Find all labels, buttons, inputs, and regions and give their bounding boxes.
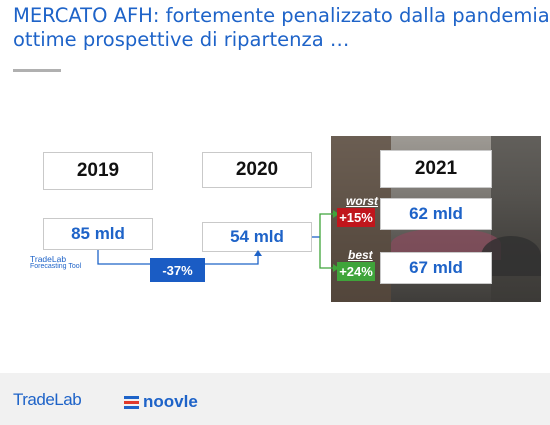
year-2020-box: 2020 (202, 152, 312, 188)
footer-bar: TradeLab noovle (0, 373, 550, 425)
noovle-mark-icon (124, 395, 139, 409)
title-underline (13, 69, 61, 72)
drop-percent-badge: -37% (150, 258, 205, 282)
tradelab-logo: TradeLab (13, 390, 82, 409)
value-2021-best-box: 67 mld (380, 252, 492, 284)
title-line-2: ottime prospettive di ripartenza … (13, 28, 350, 51)
tradelab-forecasting-logo: TradeLab Forecasting Tool (30, 254, 82, 270)
value-2019-box: 85 mld (43, 218, 153, 250)
best-percent-badge: +24% (337, 262, 375, 281)
worst-percent-badge: +15% (337, 208, 375, 227)
value-2021-worst-box: 62 mld (380, 198, 492, 230)
value-2020-box: 54 mld (202, 222, 312, 252)
worst-label: worst (346, 194, 379, 208)
title-line-1: MERCATO AFH: fortemente penalizzato dall… (13, 4, 550, 27)
year-2021-box: 2021 (380, 150, 492, 188)
best-label: best (348, 248, 373, 262)
slide-title: MERCATO AFH: fortemente penalizzato dall… (13, 4, 550, 52)
noovle-logo: noovle (124, 392, 198, 412)
year-2019-box: 2019 (43, 152, 153, 190)
